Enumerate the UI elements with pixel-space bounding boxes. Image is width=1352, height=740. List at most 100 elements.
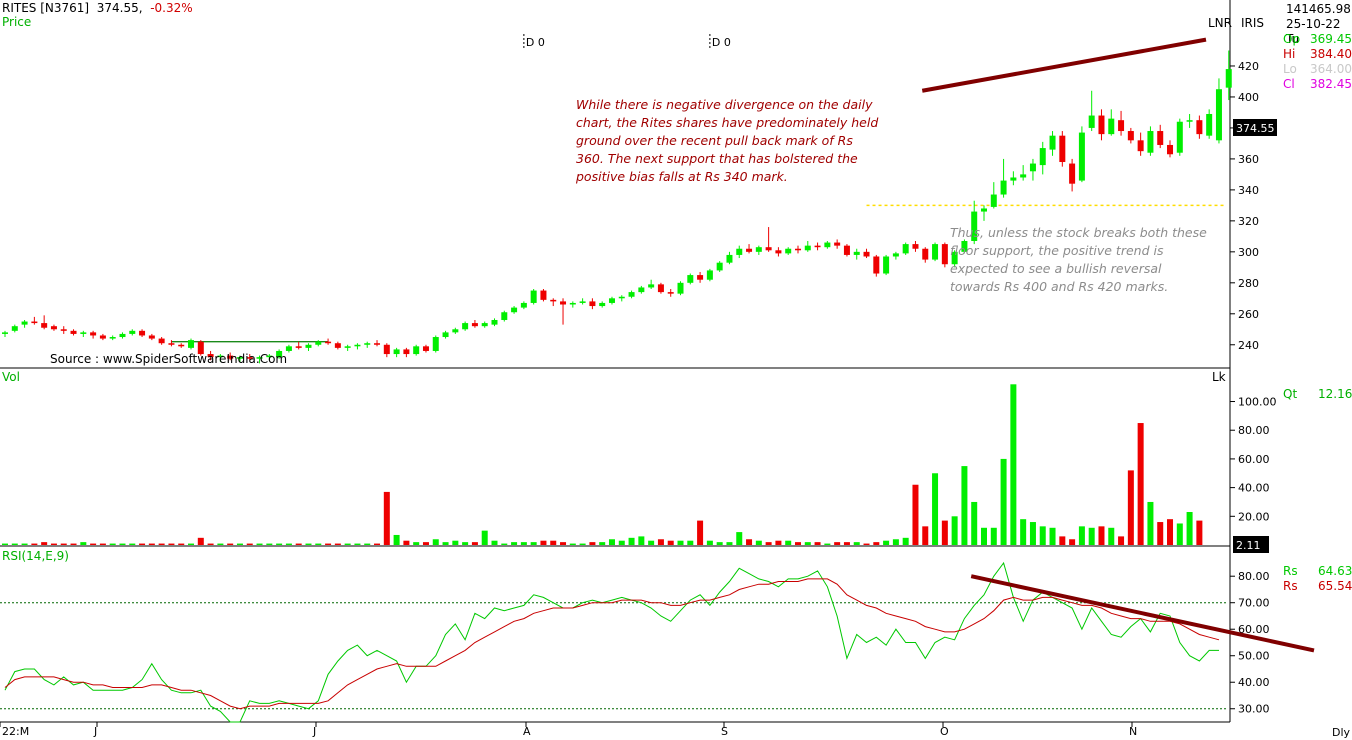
volume-bar: [932, 473, 939, 545]
candle-body: [334, 343, 341, 348]
volume-tick-label: 40.00: [1238, 482, 1270, 495]
candle-body: [941, 244, 948, 265]
candle-body: [687, 275, 694, 283]
volume-bar: [1010, 384, 1017, 545]
qt-value: 12.16: [1318, 387, 1352, 401]
candle-body: [1010, 177, 1017, 181]
candle-body: [736, 248, 743, 255]
volume-bar: [207, 543, 214, 545]
candle-body: [471, 323, 478, 327]
x-tick-label: J: [312, 725, 316, 738]
candle: [971, 200, 978, 245]
price-tick-label: 320: [1238, 215, 1259, 228]
candle-body: [618, 296, 625, 299]
volume-bar: [755, 540, 762, 545]
candle-body: [462, 323, 469, 330]
candle: [667, 289, 674, 297]
volume-bar: [560, 542, 567, 545]
candle-body: [50, 326, 57, 330]
volume-bar: [354, 543, 361, 545]
volume-bar: [902, 537, 909, 545]
qt-label: Qt: [1283, 387, 1298, 401]
price-tick-label: 240: [1238, 339, 1259, 352]
x-tick-label: 22:M: [2, 725, 29, 738]
volume-bar: [746, 539, 753, 545]
volume-bar: [687, 540, 694, 545]
rsi-panel-label: RSI(14,E,9): [2, 549, 69, 563]
candle: [608, 296, 615, 305]
volume-bar: [697, 520, 704, 545]
candle-body: [1196, 120, 1203, 135]
volume-bar: [1088, 527, 1095, 545]
candle: [902, 242, 909, 255]
marker-label: D 0: [526, 36, 545, 49]
volume-bar: [981, 527, 987, 545]
candle: [1196, 115, 1203, 139]
volume-bar: [785, 540, 792, 545]
candle: [824, 240, 831, 249]
volume-bar: [462, 542, 469, 545]
candle: [1127, 127, 1134, 144]
candle-body: [1020, 174, 1027, 178]
volume-bar: [520, 542, 527, 545]
candle: [785, 247, 792, 255]
candle-body: [990, 194, 997, 207]
volume-bar: [550, 540, 557, 545]
volume-bar: [325, 543, 332, 545]
candle-body: [785, 248, 792, 254]
volume-bar: [432, 539, 439, 545]
candle-body: [1215, 89, 1222, 141]
last-price: 374.55,: [96, 1, 143, 15]
candle-body: [2, 332, 8, 334]
volume-bar: [197, 537, 204, 545]
volume-bar: [403, 540, 410, 545]
candle: [697, 271, 704, 283]
candle-body: [305, 344, 312, 348]
candle-body: [608, 298, 615, 303]
candle-body: [1137, 140, 1144, 152]
volume-bar: [50, 543, 57, 545]
candle-body: [1167, 144, 1174, 155]
candle: [31, 316, 38, 325]
candle-body: [99, 335, 106, 339]
volume-bar: [716, 542, 723, 545]
candle: [804, 240, 811, 252]
volume-bar: [1186, 512, 1193, 545]
candle: [413, 344, 420, 356]
volume-bar: [315, 543, 322, 545]
candle: [687, 273, 694, 285]
candle: [726, 251, 733, 265]
volume-bar: [70, 543, 77, 545]
volume-bar: [863, 543, 870, 545]
candle: [432, 335, 439, 353]
candle-body: [726, 254, 733, 263]
period-label: Dly: [1332, 726, 1351, 739]
candle: [491, 318, 498, 327]
candle-body: [794, 248, 801, 251]
candle: [403, 347, 410, 358]
candle-body: [178, 344, 185, 347]
volume-bar: [726, 542, 733, 545]
candle: [481, 321, 488, 328]
rsi-tick-label: 30.00: [1238, 703, 1270, 716]
volume-bar: [413, 542, 420, 545]
candle: [1000, 158, 1007, 198]
volume-bar: [1108, 527, 1115, 545]
volume-bar: [422, 542, 429, 545]
candle: [589, 298, 596, 310]
x-tick-label: S: [721, 725, 728, 738]
candle: [520, 301, 527, 310]
candle: [853, 248, 860, 260]
volume-bar: [941, 520, 948, 545]
rs2-label: Rs: [1283, 579, 1298, 593]
volume-bar: [236, 543, 243, 545]
x-axis: 22:M J J A S O N Dly: [0, 722, 1351, 739]
candle: [422, 344, 429, 353]
candle: [569, 301, 576, 308]
volume-bar: [569, 543, 576, 545]
candle-body: [599, 302, 606, 307]
candle-body: [481, 323, 488, 327]
candle: [188, 338, 195, 350]
candle-body: [511, 307, 518, 313]
volume-bar: [442, 542, 449, 545]
